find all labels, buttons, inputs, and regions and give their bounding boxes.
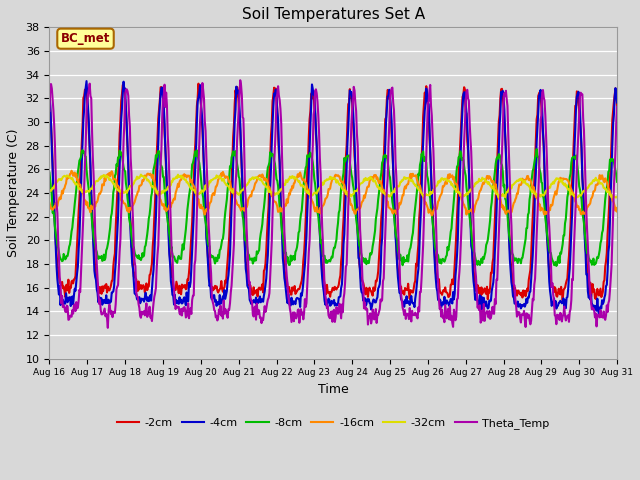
Line: -32cm: -32cm	[49, 175, 617, 198]
-32cm	[326, 176, 333, 182]
Line: -8cm: -8cm	[49, 149, 617, 266]
-2cm	[326, 289, 333, 295]
-16cm	[326, 186, 333, 192]
-4cm	[613, 100, 621, 106]
-2cm	[477, 298, 484, 303]
-32cm	[562, 183, 570, 189]
-8cm	[170, 253, 178, 259]
-4cm	[326, 297, 333, 303]
-2cm	[436, 290, 444, 296]
-4cm	[45, 93, 53, 98]
Title: Soil Temperatures Set A: Soil Temperatures Set A	[242, 7, 425, 22]
-2cm	[170, 288, 178, 293]
-32cm	[608, 195, 616, 201]
Theta_Temp	[437, 314, 445, 320]
Line: -16cm: -16cm	[49, 171, 617, 216]
Theta_Temp	[613, 104, 621, 109]
-16cm	[437, 192, 445, 197]
-4cm	[171, 292, 179, 298]
-16cm	[563, 176, 570, 182]
-8cm	[533, 146, 541, 152]
X-axis label: Time: Time	[318, 383, 349, 396]
-32cm	[171, 176, 179, 181]
-8cm	[380, 153, 388, 158]
-4cm	[562, 305, 570, 311]
-4cm	[595, 312, 603, 317]
Theta_Temp	[326, 315, 334, 321]
Theta_Temp	[104, 325, 111, 331]
-16cm	[428, 213, 436, 218]
Y-axis label: Soil Temperature (C): Soil Temperature (C)	[7, 129, 20, 257]
Line: -4cm: -4cm	[49, 81, 617, 314]
Theta_Temp	[195, 142, 203, 147]
-2cm	[563, 278, 570, 284]
-32cm	[45, 187, 53, 193]
Theta_Temp	[563, 314, 570, 320]
-16cm	[613, 208, 621, 214]
Theta_Temp	[171, 300, 179, 306]
-2cm	[195, 81, 202, 86]
-2cm	[613, 103, 621, 109]
-2cm	[45, 90, 53, 96]
Line: Theta_Temp: Theta_Temp	[49, 80, 617, 328]
-16cm	[45, 200, 53, 205]
Text: BC_met: BC_met	[61, 32, 110, 45]
-16cm	[171, 197, 179, 203]
-16cm	[381, 191, 388, 197]
-8cm	[552, 263, 560, 269]
Theta_Temp	[381, 228, 389, 234]
-8cm	[195, 157, 202, 163]
-4cm	[195, 91, 203, 96]
-16cm	[68, 168, 76, 174]
-8cm	[563, 204, 570, 210]
-32cm	[381, 191, 388, 196]
-4cm	[381, 166, 388, 171]
-8cm	[324, 258, 332, 264]
-8cm	[613, 179, 621, 185]
-8cm	[45, 170, 53, 176]
-4cm	[83, 78, 90, 84]
-32cm	[613, 194, 621, 200]
Theta_Temp	[236, 77, 244, 83]
-32cm	[436, 179, 444, 184]
Legend: -2cm, -4cm, -8cm, -16cm, -32cm, Theta_Temp: -2cm, -4cm, -8cm, -16cm, -32cm, Theta_Te…	[113, 414, 554, 434]
-32cm	[195, 191, 203, 197]
-8cm	[436, 260, 444, 266]
-32cm	[137, 172, 145, 178]
Line: -2cm: -2cm	[49, 84, 617, 300]
-4cm	[436, 298, 444, 303]
-2cm	[195, 90, 203, 96]
-16cm	[195, 202, 203, 208]
-2cm	[381, 137, 388, 143]
Theta_Temp	[45, 108, 53, 114]
